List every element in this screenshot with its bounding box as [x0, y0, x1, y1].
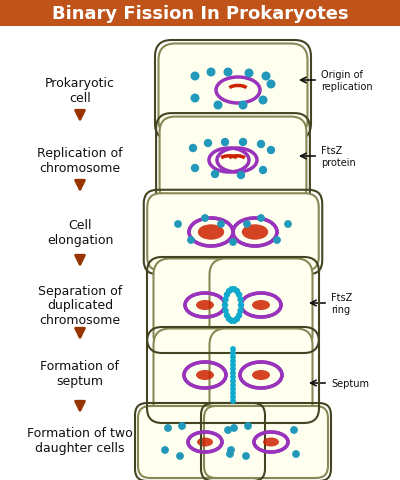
Circle shape — [223, 298, 228, 302]
Circle shape — [231, 383, 235, 387]
Circle shape — [192, 165, 198, 172]
Circle shape — [238, 308, 243, 313]
Circle shape — [231, 359, 235, 363]
Circle shape — [229, 319, 234, 324]
Circle shape — [231, 395, 235, 399]
FancyBboxPatch shape — [160, 117, 306, 204]
Circle shape — [274, 237, 280, 244]
Circle shape — [238, 298, 243, 302]
Circle shape — [231, 347, 235, 351]
Ellipse shape — [196, 300, 214, 311]
Circle shape — [234, 317, 240, 322]
Ellipse shape — [197, 438, 213, 446]
Ellipse shape — [252, 300, 270, 311]
Text: Formation of
septum: Formation of septum — [40, 359, 120, 387]
Circle shape — [259, 97, 267, 105]
Circle shape — [204, 140, 212, 147]
FancyBboxPatch shape — [210, 329, 312, 421]
FancyBboxPatch shape — [210, 259, 312, 352]
Circle shape — [179, 423, 185, 429]
Circle shape — [231, 387, 235, 391]
Circle shape — [229, 287, 234, 292]
Text: Separation of
duplicated
chromosome: Separation of duplicated chromosome — [38, 284, 122, 327]
Text: Origin of
replication: Origin of replication — [321, 70, 373, 92]
Ellipse shape — [198, 225, 224, 240]
Circle shape — [214, 102, 222, 109]
Circle shape — [231, 391, 235, 396]
Circle shape — [212, 171, 218, 178]
Circle shape — [230, 240, 236, 246]
Circle shape — [245, 70, 253, 78]
Circle shape — [218, 221, 224, 228]
Circle shape — [232, 287, 237, 292]
Circle shape — [202, 216, 208, 222]
Circle shape — [231, 351, 235, 356]
Ellipse shape — [263, 438, 279, 446]
FancyBboxPatch shape — [138, 406, 262, 478]
Circle shape — [191, 95, 199, 103]
FancyBboxPatch shape — [0, 0, 400, 27]
Circle shape — [231, 425, 237, 432]
Text: FtsZ
protein: FtsZ protein — [321, 146, 356, 168]
Circle shape — [293, 451, 299, 457]
Circle shape — [162, 447, 168, 453]
Ellipse shape — [242, 225, 268, 240]
FancyBboxPatch shape — [158, 45, 308, 137]
Ellipse shape — [252, 370, 270, 380]
Circle shape — [258, 141, 264, 148]
Circle shape — [232, 319, 237, 324]
FancyBboxPatch shape — [154, 329, 256, 421]
Circle shape — [234, 289, 240, 294]
Circle shape — [207, 69, 215, 77]
Circle shape — [225, 427, 231, 433]
Text: Cell
elongation: Cell elongation — [47, 218, 113, 247]
Circle shape — [226, 317, 232, 322]
Circle shape — [245, 423, 251, 429]
Circle shape — [224, 313, 229, 318]
Circle shape — [177, 453, 183, 459]
Circle shape — [258, 216, 264, 222]
Circle shape — [223, 308, 228, 313]
Circle shape — [231, 367, 235, 372]
Circle shape — [190, 145, 196, 152]
Circle shape — [244, 221, 250, 228]
Circle shape — [175, 221, 181, 228]
Circle shape — [222, 303, 228, 308]
Circle shape — [243, 453, 249, 459]
FancyBboxPatch shape — [204, 406, 328, 478]
Circle shape — [191, 73, 199, 81]
Circle shape — [237, 293, 242, 298]
Circle shape — [291, 427, 297, 433]
Circle shape — [228, 447, 234, 453]
Circle shape — [231, 371, 235, 375]
Circle shape — [231, 355, 235, 360]
Circle shape — [227, 451, 233, 457]
Circle shape — [239, 102, 247, 109]
Text: FtsZ
ring: FtsZ ring — [331, 293, 352, 314]
Text: Prokaryotic
cell: Prokaryotic cell — [45, 77, 115, 105]
Circle shape — [240, 139, 246, 146]
Circle shape — [224, 293, 229, 298]
Circle shape — [188, 237, 194, 244]
Text: Formation of two
daughter cells: Formation of two daughter cells — [27, 426, 133, 454]
Circle shape — [262, 73, 270, 81]
Circle shape — [224, 69, 232, 77]
Circle shape — [226, 289, 232, 294]
FancyBboxPatch shape — [147, 194, 319, 271]
Text: Replication of
chromosome: Replication of chromosome — [37, 147, 123, 175]
Ellipse shape — [196, 370, 214, 380]
Text: Septum: Septum — [331, 378, 369, 388]
Circle shape — [231, 379, 235, 384]
Text: Binary Fission In Prokaryotes: Binary Fission In Prokaryotes — [52, 5, 348, 23]
Circle shape — [231, 363, 235, 367]
Circle shape — [165, 425, 171, 432]
Circle shape — [231, 375, 235, 379]
FancyBboxPatch shape — [154, 259, 256, 352]
Circle shape — [231, 399, 235, 403]
Circle shape — [237, 313, 242, 318]
Circle shape — [260, 167, 266, 174]
Circle shape — [268, 147, 274, 154]
Circle shape — [222, 139, 228, 146]
Circle shape — [238, 303, 244, 308]
